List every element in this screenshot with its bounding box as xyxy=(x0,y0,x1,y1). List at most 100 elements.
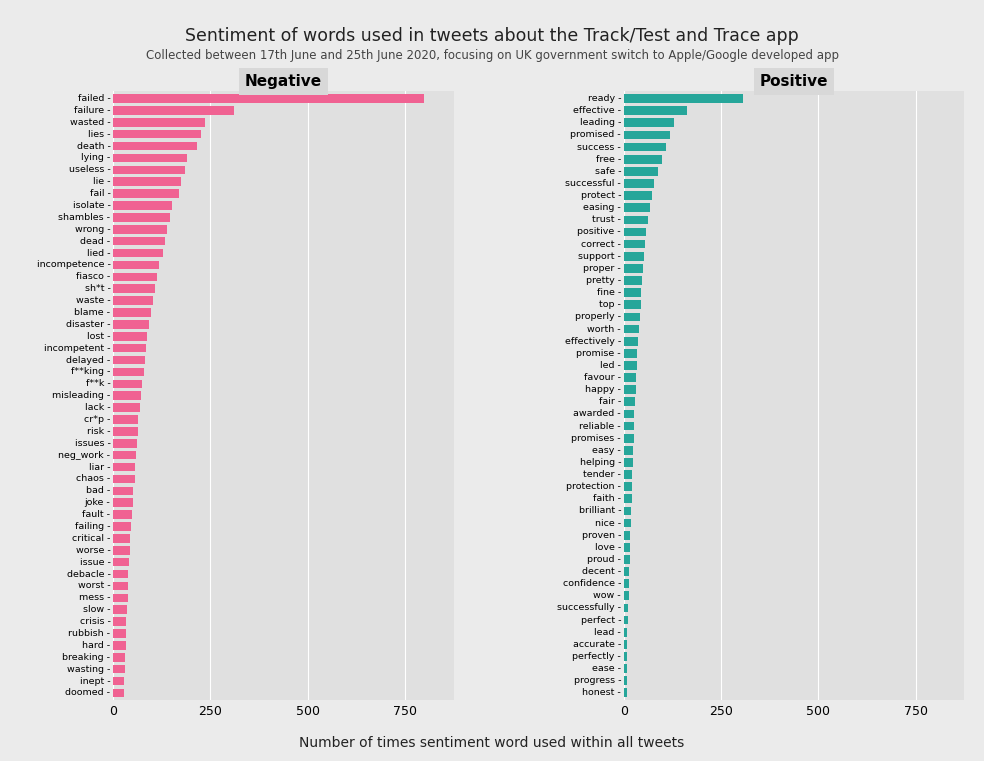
Bar xyxy=(113,391,141,400)
Bar xyxy=(624,361,637,370)
Bar xyxy=(113,260,159,269)
Bar xyxy=(624,652,627,661)
Bar xyxy=(624,555,630,564)
Bar xyxy=(113,439,137,447)
Bar xyxy=(624,119,674,127)
Bar xyxy=(113,403,140,412)
Bar xyxy=(113,154,187,162)
Bar xyxy=(624,179,654,188)
Bar xyxy=(624,531,631,540)
Bar xyxy=(113,653,125,661)
Bar xyxy=(113,475,135,483)
Bar xyxy=(624,107,687,115)
Bar xyxy=(113,296,153,305)
Bar xyxy=(624,458,633,466)
Bar xyxy=(624,640,628,648)
Bar xyxy=(113,451,136,460)
Bar xyxy=(624,397,635,406)
Text: Number of times sentiment word used within all tweets: Number of times sentiment word used with… xyxy=(299,736,685,750)
Bar xyxy=(624,264,643,272)
Bar xyxy=(624,191,652,200)
Bar xyxy=(624,276,643,285)
Bar xyxy=(113,558,129,566)
Bar xyxy=(113,427,138,435)
Bar xyxy=(113,534,130,543)
Title: Positive: Positive xyxy=(760,74,829,89)
Bar xyxy=(624,203,650,212)
Bar xyxy=(624,591,629,600)
Bar xyxy=(624,579,629,588)
Bar xyxy=(624,470,633,479)
Bar xyxy=(624,482,632,491)
Title: Negative: Negative xyxy=(245,74,322,89)
Bar xyxy=(113,581,128,591)
Bar xyxy=(113,213,169,221)
Bar xyxy=(624,495,632,503)
Bar xyxy=(624,143,666,151)
Bar xyxy=(624,446,633,454)
Bar xyxy=(113,522,131,531)
Bar xyxy=(113,677,124,686)
Bar xyxy=(113,130,201,139)
Bar xyxy=(624,313,640,321)
Bar xyxy=(624,131,670,139)
Bar xyxy=(113,617,126,626)
Bar xyxy=(624,240,646,249)
Bar xyxy=(624,434,634,443)
Bar xyxy=(113,94,424,103)
Bar xyxy=(624,288,642,297)
Bar xyxy=(624,519,631,527)
Bar xyxy=(624,215,648,224)
Bar xyxy=(113,511,132,519)
Bar xyxy=(113,332,148,341)
Bar xyxy=(624,603,628,613)
Bar xyxy=(113,118,205,126)
Bar xyxy=(113,380,143,388)
Bar xyxy=(113,225,167,234)
Text: Collected between 17th June and 25th June 2020, focusing on UK government switch: Collected between 17th June and 25th Jun… xyxy=(146,49,838,62)
Bar xyxy=(113,237,164,245)
Bar xyxy=(113,285,155,293)
Bar xyxy=(113,189,179,198)
Bar xyxy=(113,356,145,365)
Bar xyxy=(624,252,645,260)
Bar xyxy=(113,463,136,471)
Bar xyxy=(624,228,646,237)
Bar xyxy=(113,249,163,257)
Bar xyxy=(113,368,144,376)
Bar xyxy=(624,628,628,636)
Bar xyxy=(624,422,634,431)
Text: Sentiment of words used in tweets about the Track/Test and Trace app: Sentiment of words used in tweets about … xyxy=(185,27,799,45)
Bar xyxy=(113,486,134,495)
Bar xyxy=(624,349,638,358)
Bar xyxy=(624,543,630,552)
Bar xyxy=(113,272,156,281)
Bar xyxy=(113,665,125,673)
Bar xyxy=(113,308,152,317)
Bar xyxy=(113,570,128,578)
Bar xyxy=(113,416,139,424)
Bar xyxy=(113,498,133,507)
Bar xyxy=(113,594,128,602)
Bar xyxy=(113,641,126,650)
Bar xyxy=(624,337,639,345)
Bar xyxy=(624,409,635,419)
Bar xyxy=(624,167,658,176)
Bar xyxy=(113,177,181,186)
Bar xyxy=(113,344,147,352)
Bar xyxy=(113,166,185,174)
Bar xyxy=(113,142,197,151)
Bar xyxy=(113,106,234,115)
Bar xyxy=(624,567,630,576)
Bar xyxy=(624,677,627,685)
Bar xyxy=(624,507,632,515)
Bar xyxy=(113,689,124,697)
Bar xyxy=(113,629,126,638)
Bar xyxy=(624,301,641,309)
Bar xyxy=(624,664,627,673)
Bar xyxy=(113,546,130,555)
Bar xyxy=(624,616,628,625)
Bar xyxy=(624,94,743,103)
Bar xyxy=(113,201,171,210)
Bar xyxy=(624,325,639,333)
